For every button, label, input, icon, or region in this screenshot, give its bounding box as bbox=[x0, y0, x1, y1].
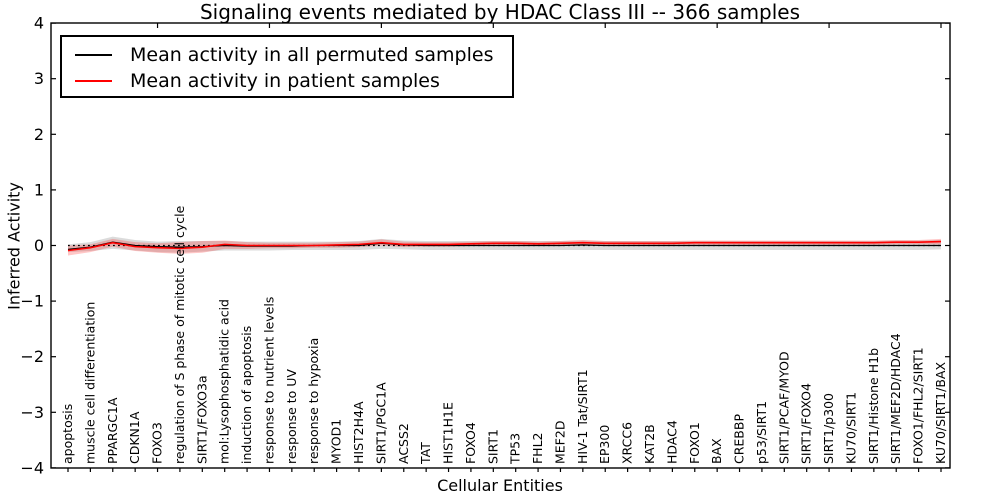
legend-line-sample-black bbox=[75, 54, 112, 56]
x-tick-label: CREBBP bbox=[732, 414, 747, 464]
mean-line-patient bbox=[67, 240, 942, 252]
x-axis-label: Cellular Entities bbox=[437, 476, 563, 495]
x-tick-label: SIRT1/MEF2D/HDAC4 bbox=[888, 333, 903, 464]
y-tick-label: 2 bbox=[34, 125, 44, 144]
x-tick-label: MYOD1 bbox=[329, 419, 344, 464]
x-tick-label: response to hypoxia bbox=[306, 338, 321, 464]
x-tick-label: KU70/SIRT1 bbox=[843, 392, 858, 464]
x-tick-label: HIV-1 Tat/SIRT1 bbox=[575, 369, 590, 464]
y-tick-label: 3 bbox=[34, 69, 44, 88]
x-tick-label: MEF2D bbox=[552, 421, 567, 464]
y-tick-label: −2 bbox=[20, 347, 44, 366]
x-tick-label: response to UV bbox=[284, 369, 299, 464]
legend-line-sample-red bbox=[75, 80, 112, 82]
x-tick-label: EP300 bbox=[597, 425, 612, 464]
x-tick-label: apoptosis bbox=[60, 404, 75, 464]
legend-item-permuted: Mean activity in all permuted samples bbox=[62, 42, 512, 68]
band-permuted bbox=[68, 236, 941, 253]
x-tick-label: FOXO1 bbox=[687, 422, 702, 464]
y-tick-label: −3 bbox=[20, 403, 44, 422]
y-tick-label: −4 bbox=[20, 458, 44, 477]
x-tick-label: HIST1H1E bbox=[441, 402, 456, 464]
legend: Mean activity in all permuted samples Me… bbox=[60, 35, 514, 98]
x-tick-label: PPARGC1A bbox=[105, 397, 120, 464]
x-tick-label: CDKN1A bbox=[127, 411, 142, 464]
legend-item-patient: Mean activity in patient samples bbox=[62, 68, 512, 94]
x-tick-label: KAT2B bbox=[642, 424, 657, 464]
x-tick-label: mol:Lysophosphatidic acid bbox=[217, 299, 232, 464]
x-tick-label: XRCC6 bbox=[620, 422, 635, 464]
x-tick-label: response to nutrient levels bbox=[261, 297, 276, 464]
chart-title: Signaling events mediated by HDAC Class … bbox=[199, 0, 801, 24]
x-tick-label: FOXO4 bbox=[463, 422, 478, 464]
x-tick-label: SIRT1/FOXO4 bbox=[799, 383, 814, 464]
y-axis-label: Inferred Activity bbox=[4, 182, 24, 310]
legend-label: Mean activity in all permuted samples bbox=[130, 44, 494, 66]
y-tick-label: 1 bbox=[34, 180, 44, 199]
x-tick-label: SIRT1/PGC1A bbox=[373, 382, 388, 464]
x-tick-label: SIRT1/PCAF/MYOD bbox=[776, 351, 791, 464]
x-tick-label: KU70/SIRT1/BAX bbox=[933, 362, 948, 464]
y-tick-label: −1 bbox=[20, 292, 44, 311]
x-tick-label: TP53 bbox=[508, 433, 523, 465]
x-tick-label: SIRT1/p300 bbox=[821, 393, 836, 464]
x-tick-label: SIRT1/Histone H1b bbox=[866, 348, 881, 464]
legend-label: Mean activity in patient samples bbox=[130, 70, 440, 92]
x-tick-label: HDAC4 bbox=[664, 420, 679, 464]
x-tick-label: FHL2 bbox=[530, 432, 545, 464]
y-tick-label: 0 bbox=[34, 236, 44, 255]
x-tick-label: BAX bbox=[709, 438, 724, 464]
y-tick-label: 4 bbox=[34, 14, 44, 33]
x-tick-label: muscle cell differentiation bbox=[82, 302, 97, 464]
x-tick-label: TAT bbox=[418, 442, 433, 465]
x-tick-label: p53/SIRT1 bbox=[754, 401, 769, 464]
x-tick-label: FOXO1/FHL2/SIRT1 bbox=[911, 347, 926, 464]
x-tick-label: regulation of S phase of mitotic cell cy… bbox=[172, 205, 187, 464]
x-tick-label: SIRT1/FOXO3a bbox=[194, 375, 209, 464]
x-tick-label: SIRT1 bbox=[485, 429, 500, 464]
x-tick-label: ACSS2 bbox=[396, 423, 411, 464]
x-tick-label: HIST2H4A bbox=[351, 401, 366, 464]
x-tick-label: induction of apoptosis bbox=[239, 326, 254, 464]
x-tick-label: FOXO3 bbox=[150, 422, 165, 464]
